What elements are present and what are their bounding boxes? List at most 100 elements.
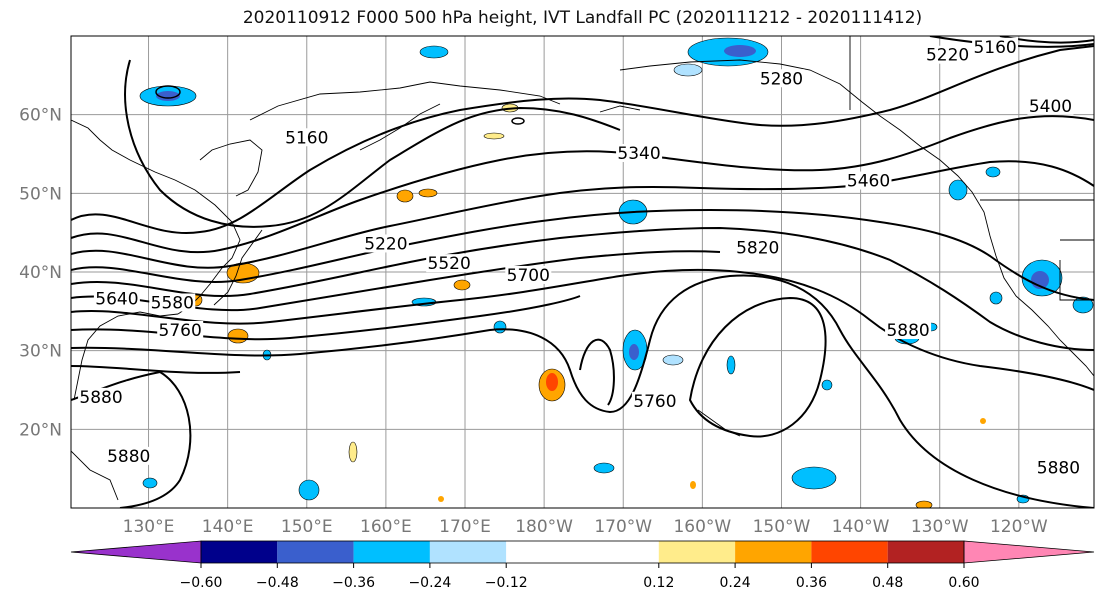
longitude-tick-label: 140°E [202, 517, 254, 537]
colorbar-bin [506, 541, 659, 563]
contour-label: 5160 [972, 37, 1019, 58]
svg-text:5880: 5880 [107, 447, 150, 467]
colorbar-tick-label: 0.24 [720, 575, 751, 591]
svg-text:5640: 5640 [95, 290, 138, 310]
contour-label: 5880 [885, 321, 932, 341]
svg-text:5880: 5880 [886, 321, 929, 341]
svg-text:5580: 5580 [151, 293, 194, 313]
ivt-shading [139, 37, 1094, 508]
ivt-positive-area [546, 373, 558, 391]
longitude-tick-label: 150°E [281, 517, 333, 537]
contour-label: 5880 [105, 446, 152, 467]
colorbar-bin [811, 541, 888, 563]
contour-label: 5880 [1035, 458, 1082, 479]
ivt-positive-area [438, 496, 444, 502]
contour-label: 5880 [78, 387, 125, 408]
colorbar-bin [277, 541, 354, 563]
longitude-tick-label: 120°W [990, 517, 1048, 537]
colorbar-extend-max [963, 540, 1095, 564]
ivt-negative-area [156, 91, 180, 101]
contour-label: 5460 [845, 171, 892, 192]
svg-text:5700: 5700 [507, 266, 550, 286]
lows [155, 85, 525, 125]
ivt-negative-area [298, 479, 320, 501]
ivt-negative-area [593, 462, 615, 474]
latitude-tick-label: 50°N [19, 184, 62, 204]
ivt-negative-area [662, 354, 684, 366]
contour-label: 5520 [426, 254, 473, 274]
colorbar-tick-label: −0.60 [180, 575, 223, 591]
longitude-tick-label: 170°E [439, 517, 491, 537]
ivt-negative-area [989, 291, 1003, 305]
svg-text:5340: 5340 [617, 144, 660, 164]
colorbar-bin [658, 541, 736, 563]
contour-label: 5760 [157, 321, 204, 341]
ivt-negative-area [724, 45, 756, 57]
colorbar-extend-min [70, 540, 202, 564]
contour-label: 5700 [505, 265, 552, 286]
colorbar-tick-label: −0.24 [408, 575, 451, 591]
longitude-ticks: 130°E 140°E 150°E 160°E 170°E 180°W 170°W 160°W… [123, 517, 1048, 537]
ivt-negative-area [791, 466, 837, 490]
ivt-negative-area [948, 179, 968, 201]
svg-text:5220: 5220 [364, 234, 407, 254]
ivt-positive-area [483, 132, 505, 140]
longitude-tick-label: 160°E [360, 517, 412, 537]
latitude-tick-label: 30°N [19, 342, 62, 362]
contour-label: 5280 [758, 69, 805, 89]
colorbar-bin [887, 541, 964, 563]
ivt-positive-area [418, 188, 438, 198]
svg-text:5880: 5880 [1037, 459, 1080, 479]
ivt-positive-area [348, 441, 358, 463]
contour-label: 5160 [283, 128, 330, 148]
longitude-tick-label: 130°W [911, 517, 969, 537]
contour-label: 5580 [149, 293, 196, 313]
ivt-negative-area [419, 45, 449, 59]
coastlines [71, 36, 1094, 501]
ivt-negative-area [726, 355, 736, 375]
latitude-tick-label: 40°N [19, 263, 62, 283]
colorbar-bin [735, 541, 812, 563]
colorbar-tick-label: −0.36 [332, 575, 375, 591]
colorbar-tick-label: 0.36 [796, 575, 827, 591]
contour-label: 5400 [1027, 96, 1074, 117]
longitude-tick-label: 150°W [753, 517, 811, 537]
ivt-negative-area [1072, 296, 1094, 314]
ivt-negative-area [985, 166, 1001, 178]
chart-title: 2020110912 F000 500 hPa height, IVT Land… [242, 8, 923, 28]
contour-label: 5820 [734, 238, 781, 258]
longitude-tick-label: 160°W [673, 517, 731, 537]
colorbar-tick-label: −0.48 [256, 575, 299, 591]
colorbar-ticks: −0.60 −0.48 −0.36 −0.24 −0.12 0.12 0.24 0.36 0.4… [180, 563, 980, 591]
ivt-negative-area [673, 63, 703, 77]
ivt-negative-area [142, 477, 158, 489]
svg-text:5880: 5880 [79, 388, 122, 408]
svg-text:5280: 5280 [760, 69, 803, 89]
latitude-tick-label: 20°N [19, 420, 62, 440]
contour-label: 5220 [924, 45, 971, 66]
colorbar-tick-label: −0.12 [485, 575, 528, 591]
longitude-tick-label: 140°W [832, 517, 890, 537]
contour-label: 5760 [631, 391, 678, 412]
svg-text:5160: 5160 [285, 128, 328, 148]
contour-label: 5640 [93, 289, 140, 310]
svg-text:5160: 5160 [973, 38, 1016, 58]
colorbar-bin [201, 541, 278, 563]
ivt-positive-area [915, 500, 933, 508]
svg-text:5520: 5520 [428, 254, 471, 274]
longitude-tick-label: 170°W [594, 517, 652, 537]
colorbar [70, 540, 1095, 564]
contour-label: 5220 [362, 234, 409, 254]
ivt-positive-area [980, 418, 986, 424]
longitude-tick-label: 130°E [123, 517, 175, 537]
colorbar-tick-label: 0.60 [948, 575, 979, 591]
ivt-positive-area [396, 189, 414, 203]
colorbar-tick-label: 0.48 [872, 575, 903, 591]
svg-text:5460: 5460 [847, 172, 890, 192]
colorbar-bin [429, 541, 507, 563]
ivt-positive-area [227, 328, 249, 344]
ivt-negative-area [493, 320, 507, 334]
colorbar-bin [353, 541, 430, 563]
contour-label: 5340 [616, 144, 663, 164]
